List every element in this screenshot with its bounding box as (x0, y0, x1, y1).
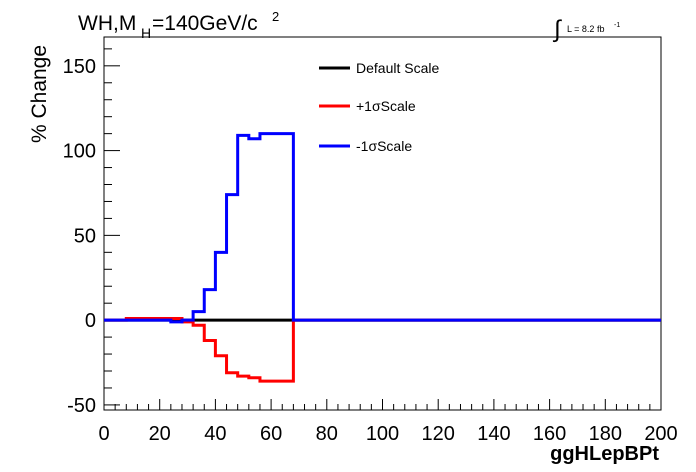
title-subscript: H (141, 25, 151, 41)
plot-frame (103, 36, 662, 411)
y-tick-label: 50 (74, 225, 96, 247)
x-tick-label: 80 (316, 423, 338, 445)
legend: Default Scale +1σScale -1σScale (319, 60, 439, 154)
title-rest: =140GeV/c (152, 12, 258, 35)
title-superscript: 2 (272, 9, 279, 24)
x-tick-label: 20 (149, 423, 171, 445)
legend-label-0: Default Scale (356, 60, 439, 76)
series-layer (104, 132, 661, 383)
integral-symbol: ∫ (552, 16, 562, 43)
y-tick-label: 100 (63, 141, 96, 163)
x-tick-label: 200 (644, 423, 677, 445)
x-axis: 0 20 40 60 80 100 120 140 160 180 200 (98, 399, 678, 445)
x-axis-label: ggHLepBPt (550, 443, 659, 465)
chart-title: WH,M H =140GeV/c 2 (78, 9, 279, 41)
legend-label-1: +1σScale (356, 98, 416, 114)
y-axis-label: % Change (28, 45, 51, 143)
y-tick-label: 150 (63, 56, 96, 78)
x-tick-label: 140 (477, 423, 510, 445)
y-tick-label: 0 (85, 310, 96, 332)
legend-label-2: -1σScale (356, 138, 412, 154)
luminosity-text: L = 8.2 fb (567, 24, 604, 34)
x-tick-label: 180 (589, 423, 622, 445)
x-tick-label: 40 (204, 423, 226, 445)
series-line-1 (104, 316, 661, 383)
x-tick-label: 0 (98, 423, 109, 445)
x-tick-label: 160 (533, 423, 566, 445)
luminosity-superscript: -1 (614, 22, 620, 29)
luminosity-label: ∫ L = 8.2 fb -1 (552, 16, 620, 43)
x-tick-label: 60 (260, 423, 282, 445)
y-tick-label: -50 (67, 395, 96, 417)
y-axis: -50 0 50 100 150 (63, 48, 120, 417)
series-line-2 (104, 132, 661, 324)
x-tick-label: 100 (366, 423, 399, 445)
x-tick-label: 120 (422, 423, 455, 445)
title-main: WH,M (78, 12, 136, 35)
